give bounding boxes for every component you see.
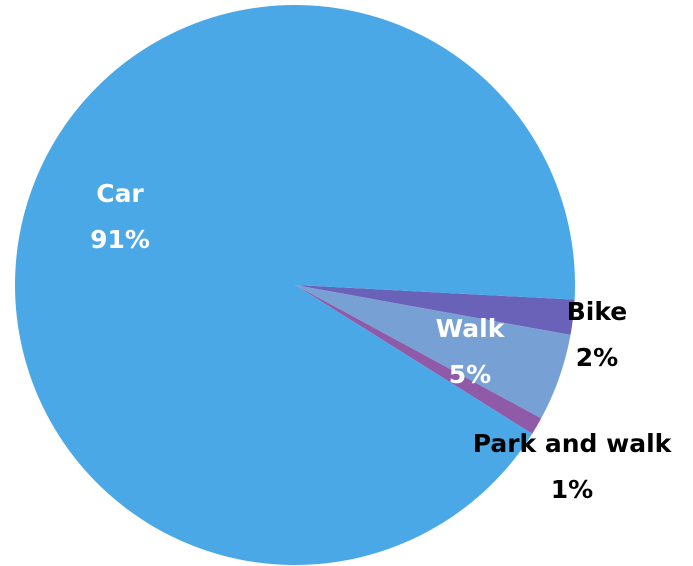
slice-label: Walk — [436, 314, 506, 343]
pie-slice — [14, 5, 575, 566]
pie-slice — [295, 285, 542, 434]
slice-value-label: 1% — [551, 475, 593, 504]
slice-value-label: 2% — [576, 343, 618, 372]
slice-label: Park and walk — [473, 429, 673, 458]
slice-value-label: 5% — [449, 360, 491, 389]
slice-label: Car — [96, 179, 144, 208]
pie-slice — [295, 285, 571, 419]
slice-value-label: 91% — [90, 225, 150, 254]
slice-label: Bike — [567, 297, 628, 326]
pie-slice — [295, 285, 575, 335]
